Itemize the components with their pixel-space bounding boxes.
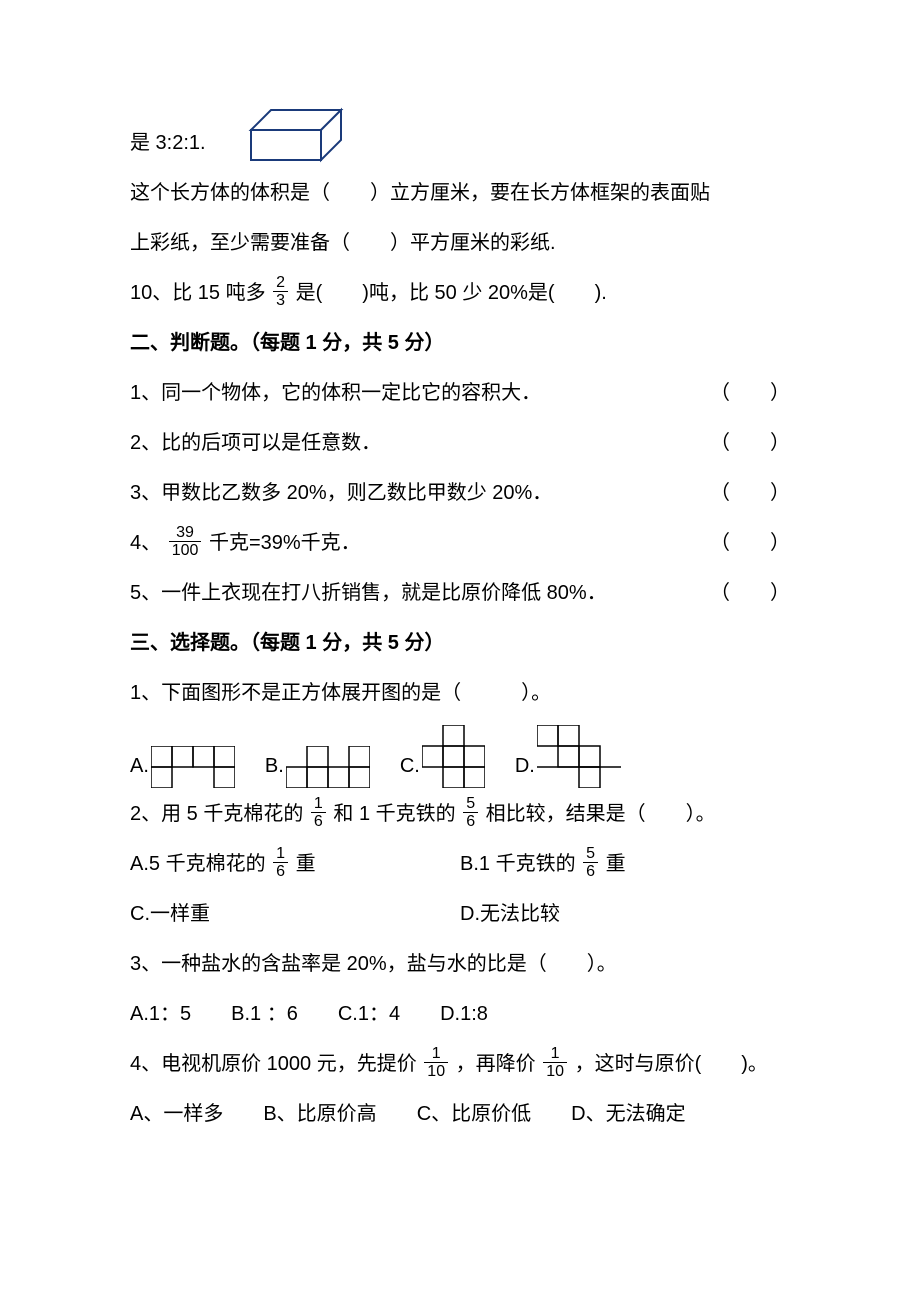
s3-q2-optC: C.一样重 (130, 892, 460, 936)
net-c: C. (400, 725, 485, 788)
q10: 10、比 15 吨多 2 3 是( )吨，比 50 少 20%是( ). (130, 271, 790, 315)
frac-num: 5 (463, 795, 478, 814)
net-b-label: B. (265, 744, 284, 788)
q10-prefix: 10、比 15 吨多 (130, 282, 266, 304)
s2-item3: 3、甲数比乙数多 20%，则乙数比甲数少 20%． （ ） (130, 471, 790, 515)
net-c-icon (422, 725, 485, 788)
frac-num: 1 (543, 1045, 567, 1064)
s2-item2-paren: （ ） (710, 421, 790, 465)
frac-den: 10 (543, 1063, 567, 1081)
frac-num: 1 (273, 845, 288, 864)
optB-frac: 5 6 (583, 845, 598, 881)
s3-q2-optA: A.5 千克棉花的 1 6 重 (130, 842, 460, 886)
s3-q4-optC: C、比原价低 (417, 1092, 531, 1136)
net-a-icon (151, 746, 235, 788)
optA-frac: 1 6 (273, 845, 288, 881)
net-a: A. (130, 744, 235, 788)
q9-line1: 是 3:2:1. (130, 100, 790, 165)
s3-q4-f1: 1 10 (424, 1045, 448, 1081)
s3-q3-optC: C.1：4 (338, 992, 400, 1036)
s3-q2: 2、用 5 千克棉花的 1 6 和 1 千克铁的 5 6 相比较，结果是（ ）。 (130, 792, 790, 836)
s3-q3-optA: A.1：5 (130, 992, 191, 1036)
s3-q4: 4、电视机原价 1000 元，先提价 1 10 ，再降价 1 10 ，这时与原价… (130, 1042, 790, 1086)
s3-q4-optD: D、无法确定 (571, 1092, 685, 1136)
s3-q2-optB: B.1 千克铁的 5 6 重 (460, 842, 790, 886)
cuboid-icon (241, 100, 361, 170)
frac-den: 10 (424, 1063, 448, 1081)
frac-num: 1 (311, 795, 326, 814)
frac-den: 3 (273, 292, 288, 310)
s2-item1-text: 1、同一个物体，它的体积一定比它的容积大． (130, 371, 541, 415)
s2-item1-paren: （ ） (710, 371, 790, 415)
net-b-icon (286, 746, 370, 788)
s3-q3-optD: D.1:8 (440, 992, 488, 1036)
s2-item4: 4、 39 100 千克=39%千克． （ ） (130, 521, 790, 565)
frac-den: 6 (273, 863, 288, 881)
section3-title: 三、选择题。（每题 1 分，共 5 分） (130, 621, 790, 665)
s2-item4-frac: 39 100 (169, 524, 202, 560)
q9-line3: 上彩纸，至少需要准备（ ）平方厘米的彩纸. (130, 221, 790, 265)
s3-q4-optA: A、一样多 (130, 1092, 223, 1136)
s3-q3-optB: B.1 ：6 (231, 992, 298, 1036)
net-d-icon (537, 725, 621, 788)
s3-q4-mid: ，再降价 (456, 1053, 536, 1075)
s2-item2: 2、比的后项可以是任意数． （ ） (130, 421, 790, 465)
optB-post: 重 (606, 853, 626, 875)
q9-line1-text: 是 3:2:1. (130, 132, 206, 154)
s3-q4-pre: 4、电视机原价 1000 元，先提价 (130, 1053, 417, 1075)
s2-item2-text: 2、比的后项可以是任意数． (130, 421, 381, 465)
optB-pre: B.1 千克铁的 (460, 853, 576, 875)
frac-den: 6 (311, 813, 326, 831)
q10-frac1: 2 3 (273, 274, 288, 310)
s2-item4-pre: 4、 (130, 532, 161, 554)
s3-q4-f2: 1 10 (543, 1045, 567, 1081)
frac-den: 6 (463, 813, 478, 831)
optA-post: 重 (296, 853, 316, 875)
q9-line2: 这个长方体的体积是（ ）立方厘米，要在长方体框架的表面贴 (130, 171, 790, 215)
s3-q2-f2: 5 6 (463, 795, 478, 831)
s2-item5-text: 5、一件上衣现在打八折销售，就是比原价降低 80%． (130, 571, 607, 615)
frac-den: 6 (583, 863, 598, 881)
s3-q2-optD: D.无法比较 (460, 892, 790, 936)
s3-q4-optB: B、比原价高 (263, 1092, 376, 1136)
net-c-label: C. (400, 744, 420, 788)
frac-num: 2 (273, 274, 288, 293)
frac-num: 39 (169, 524, 202, 543)
frac-num: 5 (583, 845, 598, 864)
s3-q2-pre: 2、用 5 千克棉花的 (130, 803, 303, 825)
s3-q2-opts-ab: A.5 千克棉花的 1 6 重 B.1 千克铁的 5 6 重 (130, 842, 790, 886)
s3-q1-text: 1、下面图形不是正方体展开图的是（ ）。 (130, 671, 790, 715)
page: 是 3:2:1. 这个长方体的体积是（ ）立方厘米，要在长方体框架的表面贴 上彩… (0, 0, 920, 1202)
s3-q4-opts: A、一样多 B、比原价高 C、比原价低 D、无法确定 (130, 1092, 790, 1136)
s2-item5-paren: （ ） (710, 571, 790, 615)
s2-item1: 1、同一个物体，它的体积一定比它的容积大． （ ） (130, 371, 790, 415)
frac-num: 1 (424, 1045, 448, 1064)
net-d-label: D. (515, 744, 535, 788)
section2-title: 二、判断题。（每题 1 分，共 5 分） (130, 321, 790, 365)
s3-q2-mid: 和 1 千克铁的 (333, 803, 455, 825)
s3-q2-f1: 1 6 (311, 795, 326, 831)
s2-item4-post: 千克=39%千克． (209, 532, 361, 554)
s2-item4-text: 4、 39 100 千克=39%千克． (130, 521, 361, 565)
s2-item3-paren: （ ） (710, 471, 790, 515)
s3-q3-opts: A.1：5 B.1 ：6 C.1：4 D.1:8 (130, 992, 790, 1036)
net-d: D. (515, 725, 621, 788)
s3-q1-nets: A. B. C. (130, 725, 790, 788)
s3-q3-text: 3、一种盐水的含盐率是 20%，盐与水的比是（ ）。 (130, 942, 790, 986)
q10-mid: 是( )吨，比 50 少 20%是( ). (296, 282, 607, 304)
s2-item4-paren: （ ） (710, 521, 790, 565)
s2-item3-text: 3、甲数比乙数多 20%，则乙数比甲数少 20%． (130, 471, 552, 515)
frac-den: 100 (169, 542, 202, 560)
net-b: B. (265, 744, 370, 788)
s3-q2-post: 相比较，结果是（ ）。 (486, 803, 716, 825)
s3-q2-opts-cd: C.一样重 D.无法比较 (130, 892, 790, 936)
s2-item5: 5、一件上衣现在打八折销售，就是比原价降低 80%． （ ） (130, 571, 790, 615)
optA-pre: A.5 千克棉花的 (130, 853, 266, 875)
net-a-label: A. (130, 744, 149, 788)
s3-q4-post: ，这时与原价( )。 (575, 1053, 768, 1075)
